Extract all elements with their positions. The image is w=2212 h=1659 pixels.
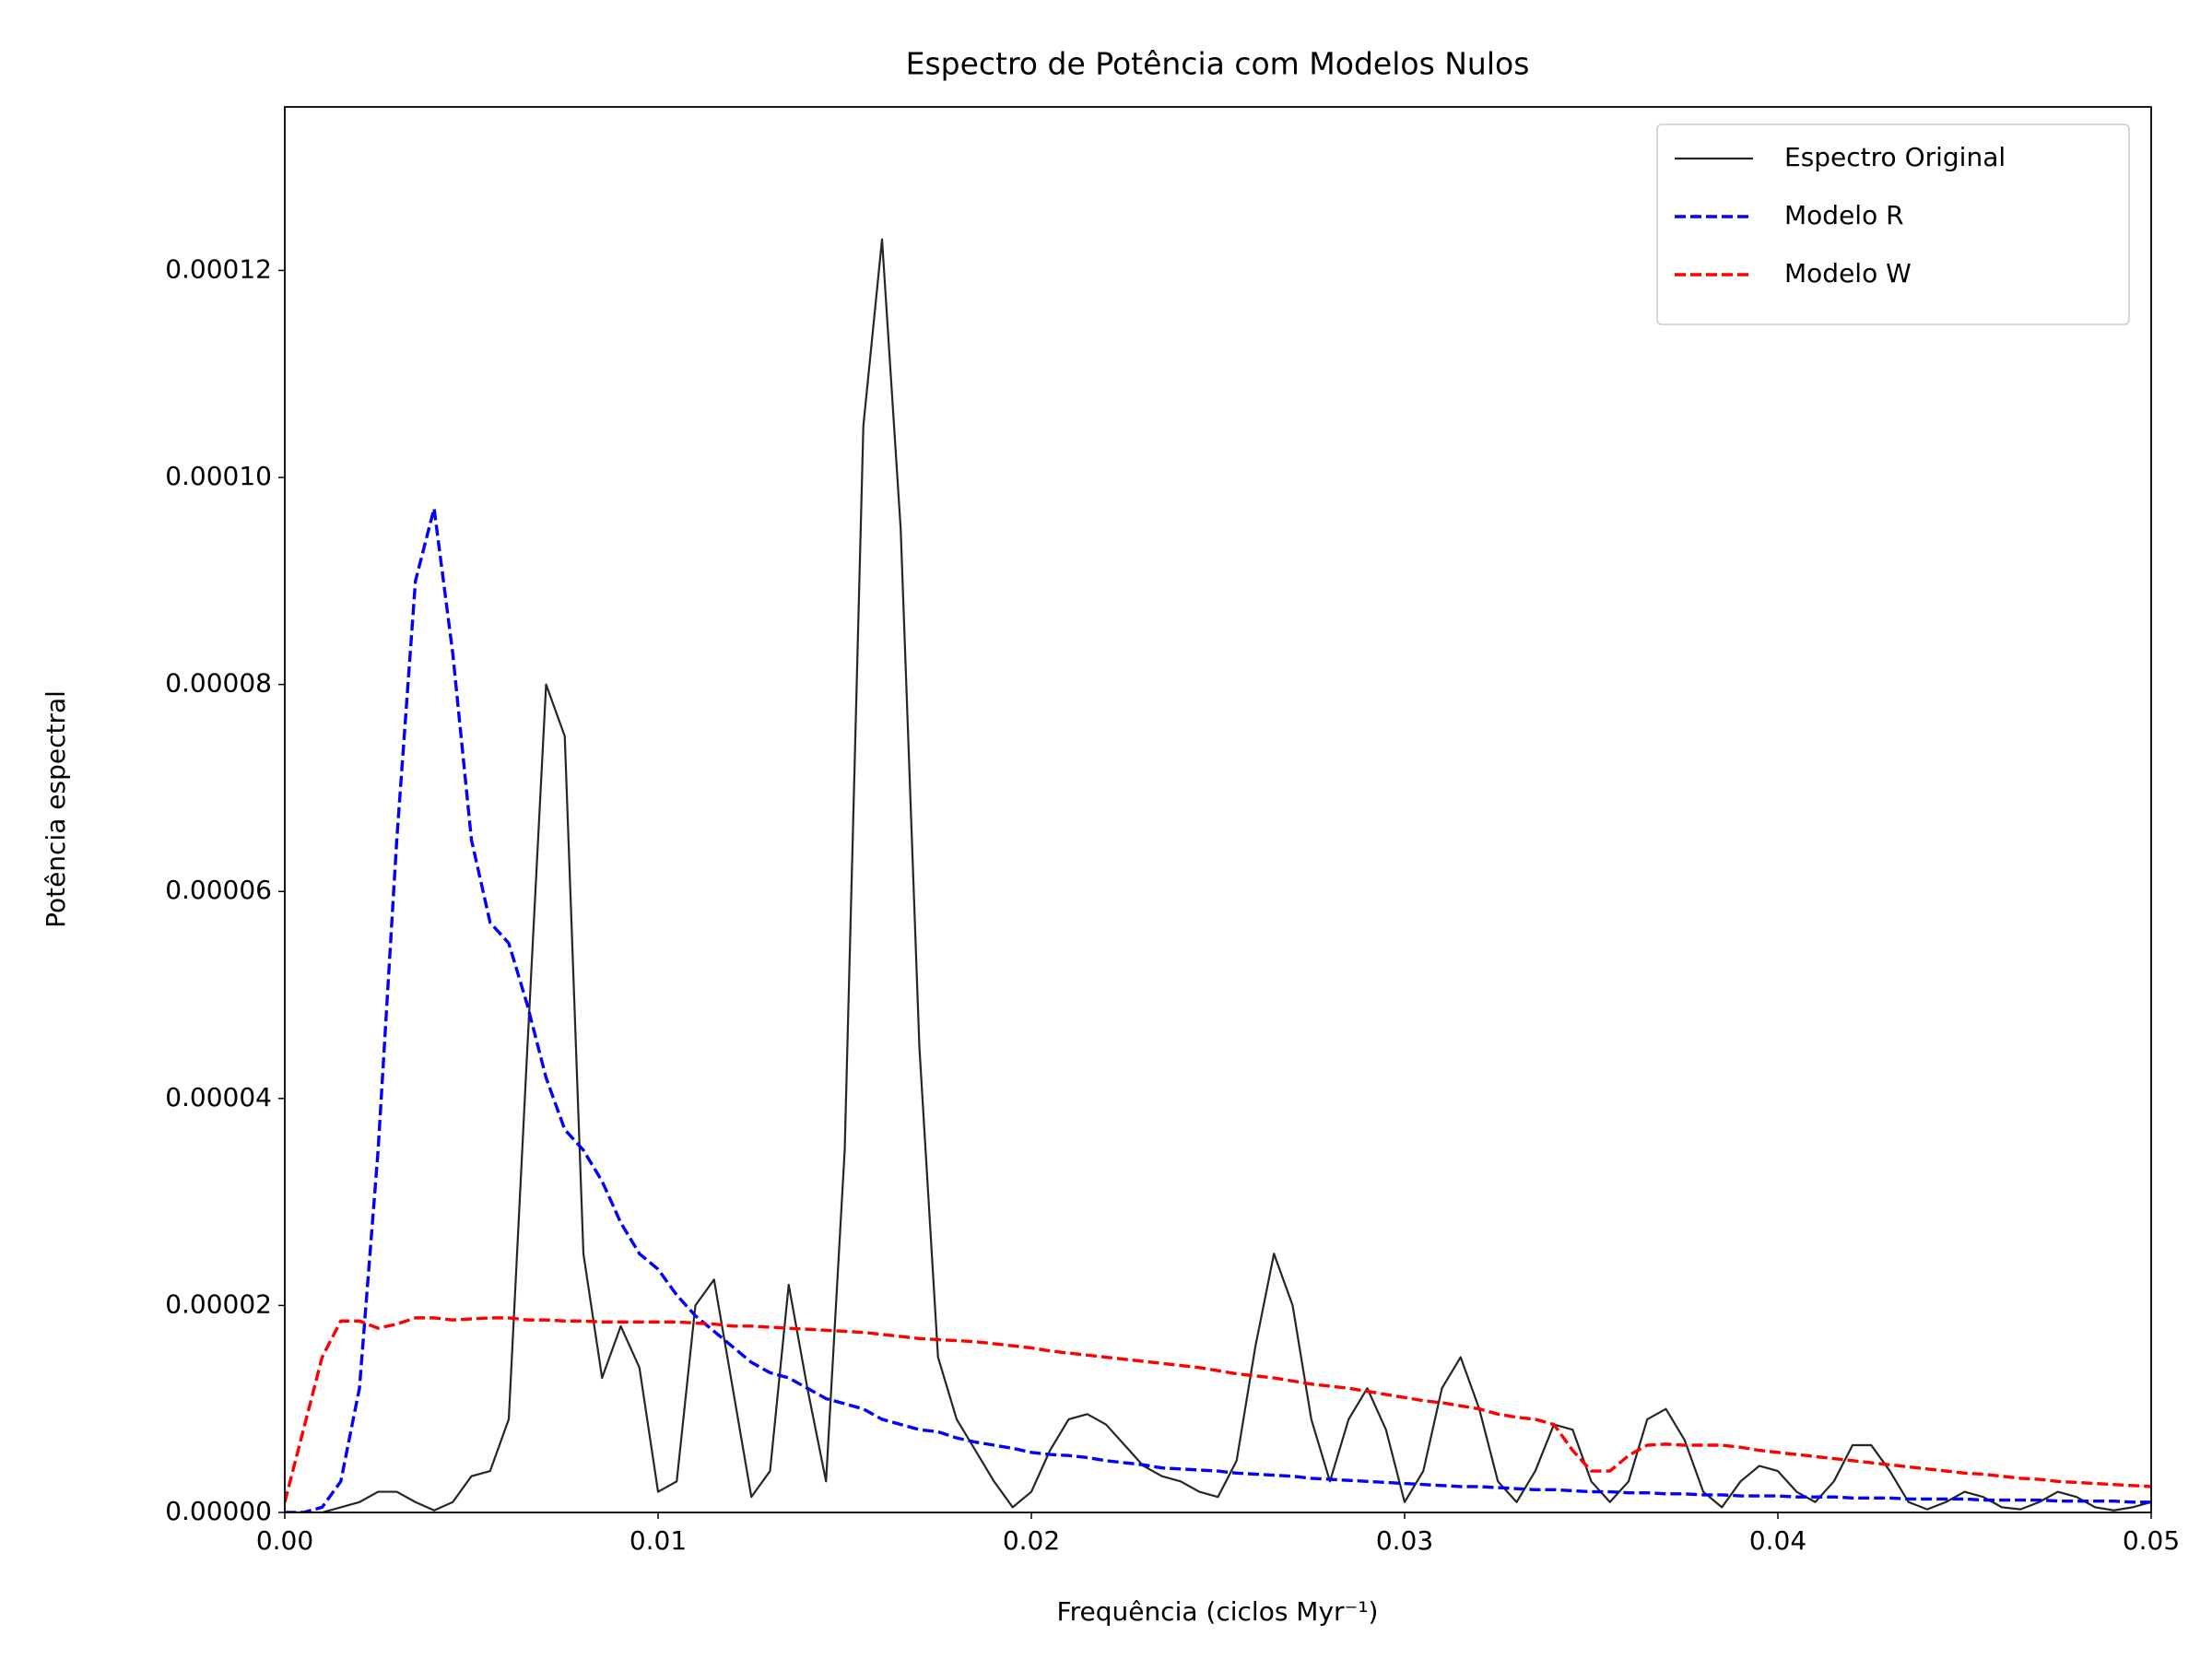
- series-line: [285, 507, 2151, 1512]
- chart-title: Espectro de Potência com Modelos Nulos: [906, 46, 1530, 82]
- x-tick-label: 0.05: [2123, 1525, 2180, 1556]
- legend-box: [1656, 124, 2130, 325]
- x-tick-label: 0.00: [256, 1525, 313, 1556]
- axes-frame: [284, 106, 2152, 1513]
- legend-label: Modelo W: [1784, 258, 1912, 288]
- y-tick-label: 0.00008: [165, 668, 272, 699]
- x-tick-label: 0.01: [629, 1525, 687, 1556]
- x-tick-label: 0.03: [1376, 1525, 1433, 1556]
- y-tick-label: 0.00012: [165, 253, 272, 284]
- y-axis-label: Potência espectral: [41, 690, 71, 928]
- series-line: [285, 1316, 2151, 1503]
- legend-label: Espectro Original: [1784, 142, 2006, 172]
- x-axis-label: Frequência (ciclos Myr⁻¹): [1057, 1596, 1379, 1627]
- y-tick-label: 0.00006: [165, 875, 272, 905]
- x-tick-label: 0.04: [1749, 1525, 1806, 1556]
- legend-label: Modelo R: [1784, 200, 1904, 230]
- y-tick-label: 0.00004: [165, 1082, 272, 1112]
- y-tick-label: 0.00000: [165, 1496, 272, 1526]
- y-tick-label: 0.00010: [165, 461, 272, 491]
- y-tick-label: 0.00002: [165, 1288, 272, 1319]
- x-tick-label: 0.02: [1003, 1525, 1060, 1556]
- series-line: [285, 238, 2151, 1512]
